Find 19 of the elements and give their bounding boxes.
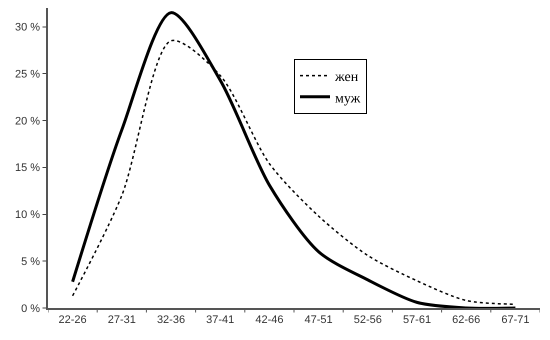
y-tick-label: 30 % [14,22,40,34]
x-tick-label: 62-66 [452,314,480,326]
x-tick-label: 42-46 [255,314,284,326]
y-tick-label: 5 % [21,256,40,268]
y-tick-label: 10 % [14,209,40,222]
x-tick-label: 67-71 [501,314,530,326]
y-tick-label: 0 % [21,302,40,315]
x-tick-label: 47-51 [304,314,333,326]
x-tick-label: 22-26 [58,314,87,326]
y-tick-label: 20 % [14,115,40,128]
x-tick-label: 27-31 [108,314,136,326]
legend-label: муж [335,91,361,106]
x-tick-label: 32-36 [156,314,186,326]
x-tick-label: 37-41 [206,314,234,326]
y-tick-label: 15 % [14,162,40,174]
y-tick-label: 25 % [14,68,40,80]
legend-label: жен [334,70,359,86]
x-tick-label: 52-56 [354,314,382,326]
x-tick-label: 57-61 [402,314,432,326]
